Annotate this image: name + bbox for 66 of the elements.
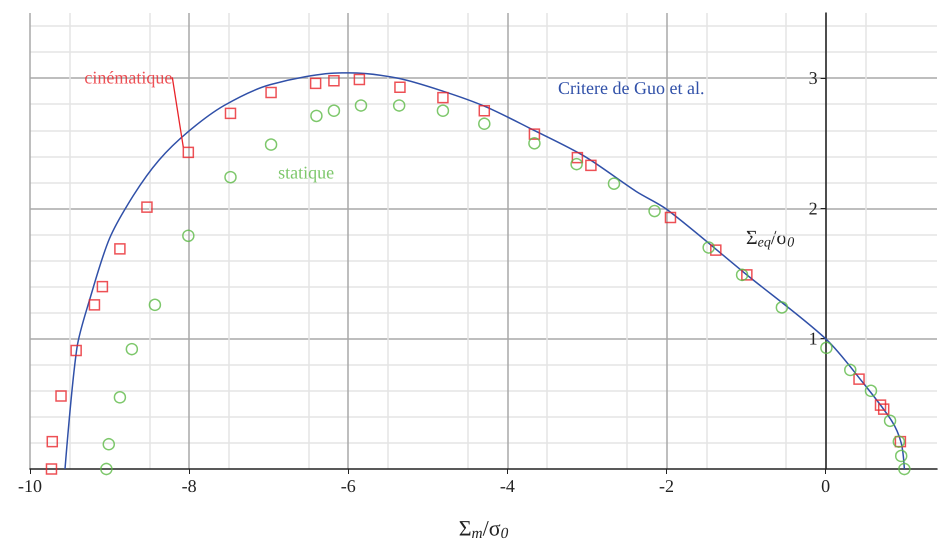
point xyxy=(46,463,58,475)
point xyxy=(844,364,857,376)
point xyxy=(585,160,597,172)
point xyxy=(478,104,490,116)
point xyxy=(224,170,237,184)
x-tick-label: -6 xyxy=(340,476,356,496)
point xyxy=(354,74,366,86)
point xyxy=(853,373,865,385)
point xyxy=(182,230,195,242)
point xyxy=(710,244,722,256)
x-tick-label: -4 xyxy=(500,476,515,496)
text: cinématique xyxy=(84,67,172,88)
point xyxy=(864,384,878,398)
point xyxy=(148,298,162,312)
point xyxy=(894,450,908,462)
series-label: statique xyxy=(278,162,334,183)
line-series xyxy=(64,72,906,470)
point xyxy=(478,117,491,130)
y-tick-label: 3 xyxy=(808,68,818,88)
point xyxy=(572,152,584,164)
point xyxy=(126,342,138,356)
point xyxy=(265,86,277,98)
point xyxy=(570,158,583,170)
point xyxy=(354,99,368,112)
point xyxy=(114,243,126,255)
point xyxy=(96,280,108,292)
point xyxy=(55,390,67,402)
point xyxy=(46,436,58,448)
point xyxy=(182,146,194,158)
point xyxy=(310,110,323,122)
point xyxy=(328,75,340,86)
x-tick-label: 0 xyxy=(821,476,830,496)
point xyxy=(394,82,406,94)
point xyxy=(88,299,100,311)
point xyxy=(820,342,833,354)
point xyxy=(874,399,886,411)
point xyxy=(884,414,896,428)
point xyxy=(528,128,540,140)
point xyxy=(528,137,541,150)
point xyxy=(664,212,676,224)
point xyxy=(114,391,126,404)
y-tick-label: 1 xyxy=(808,328,818,349)
point xyxy=(736,268,748,282)
y-tick-label: 2 xyxy=(808,198,818,218)
point xyxy=(224,108,236,120)
point xyxy=(392,99,406,112)
point xyxy=(878,403,890,415)
point xyxy=(648,204,661,218)
point xyxy=(141,201,153,213)
point xyxy=(741,269,753,281)
x-tick-label: -2 xyxy=(658,476,674,496)
point xyxy=(264,138,278,151)
point xyxy=(70,344,82,356)
point xyxy=(702,241,715,254)
point xyxy=(898,462,911,476)
x-tick-label: -8 xyxy=(182,476,197,496)
point xyxy=(776,301,788,314)
point xyxy=(100,462,113,476)
point xyxy=(437,92,449,104)
point xyxy=(328,104,340,117)
point xyxy=(102,438,116,450)
point xyxy=(436,104,450,117)
point xyxy=(608,177,620,190)
x-tick-label: -10 xyxy=(18,476,42,496)
text: Critere de Guo et al. xyxy=(558,78,704,98)
point xyxy=(310,78,322,90)
